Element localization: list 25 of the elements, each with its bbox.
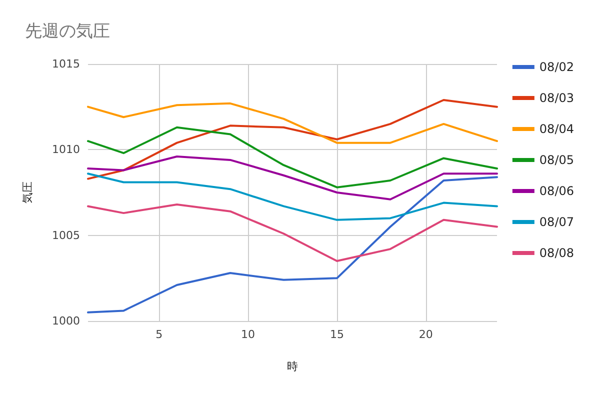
y-tick-label: 1010	[52, 143, 80, 156]
x-tick-label: 10	[241, 328, 256, 341]
x-axis-title: 時	[287, 360, 298, 373]
legend-label: 08/02	[539, 60, 574, 74]
chart-title: 先週の気圧	[25, 22, 110, 42]
x-tick-label: 5	[156, 328, 163, 341]
line-series	[87, 156, 498, 200]
legend-label: 08/06	[539, 184, 574, 198]
legend-label: 08/08	[539, 246, 574, 260]
line-series	[87, 172, 498, 221]
y-tick-label: 1015	[52, 58, 80, 70]
line-series	[87, 102, 498, 144]
y-axis-title: 気圧	[21, 182, 34, 204]
legend-label: 08/04	[539, 122, 574, 136]
line-series	[87, 98, 498, 180]
y-tick-label: 1005	[52, 228, 80, 242]
legend-label: 08/03	[539, 91, 574, 105]
legend-label: 08/05	[539, 153, 574, 167]
x-tick-label: 15	[330, 328, 344, 341]
line-series	[87, 176, 498, 314]
line-series	[87, 203, 498, 262]
x-tick-label: 20	[418, 328, 433, 341]
line-series	[87, 126, 498, 188]
legend-label: 08/07	[539, 215, 574, 229]
y-tick-label: 1000	[52, 314, 80, 328]
